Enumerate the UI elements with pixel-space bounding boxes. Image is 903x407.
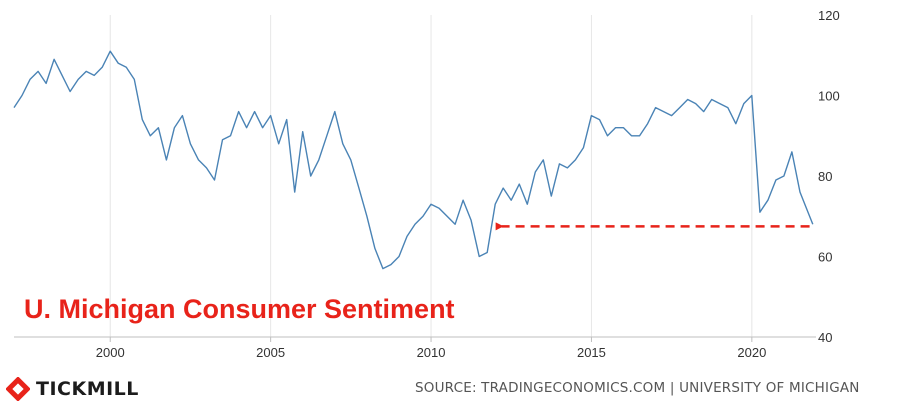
y-tick-label-120: 120 bbox=[818, 8, 840, 23]
axes: 2000 2005 2010 2015 2020 40 60 80 100 120 bbox=[14, 8, 840, 360]
tickmill-logo-icon bbox=[6, 377, 30, 401]
logo-text: TICKMILL bbox=[36, 378, 139, 400]
y-tick-label-100: 100 bbox=[818, 89, 840, 104]
source-caption: SOURCE: TRADINGECONOMICS.COM | UNIVERSIT… bbox=[415, 380, 860, 396]
series-line-layer bbox=[13, 50, 814, 270]
gridlines bbox=[109, 15, 753, 337]
chart-title: U. Michigan Consumer Sentiment bbox=[24, 294, 455, 324]
tickmill-logo: TICKMILL bbox=[6, 376, 139, 402]
y-tick-label-80: 80 bbox=[818, 169, 832, 184]
x-tick-label-2010: 2010 bbox=[417, 345, 446, 360]
x-tick-label-2020: 2020 bbox=[737, 345, 766, 360]
x-tick-label-2015: 2015 bbox=[577, 345, 606, 360]
series-line-0 bbox=[13, 50, 814, 270]
y-tick-label-40: 40 bbox=[818, 330, 832, 345]
y-tick-label-60: 60 bbox=[818, 250, 832, 265]
x-tick-label-2005: 2005 bbox=[256, 345, 285, 360]
x-tick-label-2000: 2000 bbox=[96, 345, 125, 360]
